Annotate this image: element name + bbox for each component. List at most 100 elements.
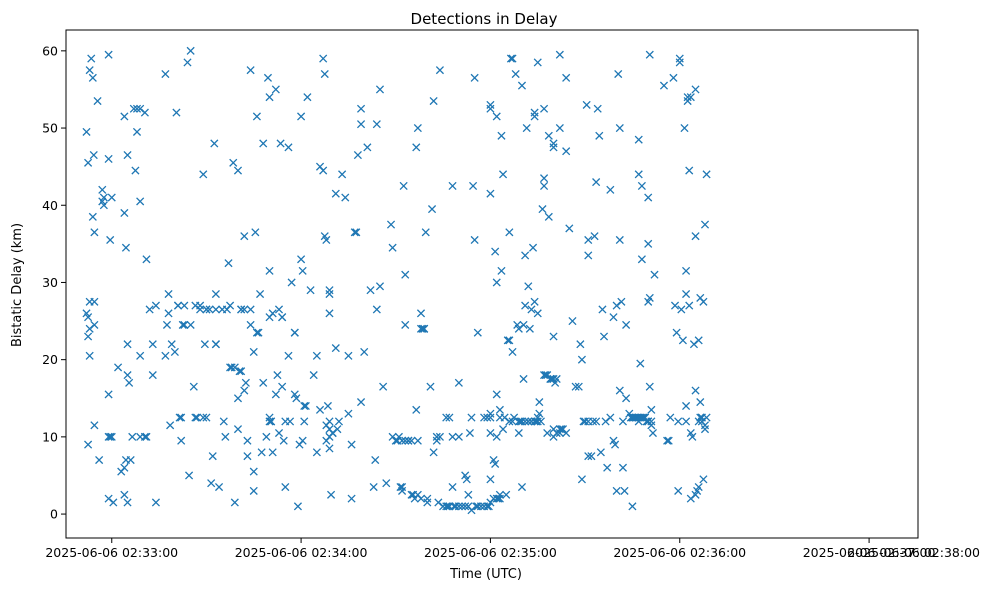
data-point-marker bbox=[360, 347, 369, 356]
data-point-marker bbox=[609, 313, 618, 322]
data-point-marker bbox=[249, 347, 258, 356]
data-point-marker bbox=[256, 289, 265, 299]
data-point-marker bbox=[214, 482, 224, 492]
data-point-marker bbox=[445, 413, 454, 422]
data-point-marker bbox=[535, 398, 544, 407]
data-point-marker bbox=[637, 255, 646, 264]
data-point-marker bbox=[273, 371, 282, 380]
data-point-marker bbox=[647, 417, 656, 426]
data-point-marker bbox=[606, 185, 615, 194]
data-point-marker bbox=[353, 151, 362, 160]
data-point-marker bbox=[491, 247, 500, 256]
data-point-marker bbox=[696, 398, 705, 407]
data-point-marker bbox=[700, 425, 710, 434]
data-point-marker bbox=[682, 417, 691, 426]
data-point-marker bbox=[298, 266, 307, 275]
data-point-marker bbox=[210, 139, 219, 148]
data-point-marker bbox=[677, 305, 686, 314]
data-point-marker bbox=[577, 475, 586, 484]
data-point-marker bbox=[443, 502, 452, 511]
data-point-marker bbox=[675, 58, 684, 67]
data-point-marker bbox=[647, 421, 656, 430]
data-point-marker bbox=[555, 50, 564, 59]
data-point-marker bbox=[306, 286, 315, 295]
data-point-marker bbox=[251, 228, 260, 237]
data-point-marker bbox=[505, 336, 514, 345]
data-point-marker bbox=[356, 398, 366, 407]
data-point-marker bbox=[325, 309, 334, 318]
data-point-marker bbox=[278, 313, 287, 322]
data-point-marker bbox=[95, 455, 104, 465]
data-point-marker bbox=[398, 482, 407, 492]
data-point-marker bbox=[208, 452, 217, 461]
data-point-marker bbox=[492, 432, 501, 441]
data-point-marker bbox=[177, 413, 186, 422]
data-point-marker bbox=[688, 432, 697, 441]
data-point-marker bbox=[442, 413, 451, 422]
x-tick-label: 2025-06-06 02:35:00 bbox=[424, 545, 557, 560]
data-point-marker bbox=[292, 394, 301, 403]
data-point-marker bbox=[87, 54, 96, 63]
data-point-marker bbox=[285, 417, 295, 426]
data-point-marker bbox=[429, 448, 438, 457]
data-point-marker bbox=[226, 301, 235, 310]
data-point-marker bbox=[107, 432, 116, 441]
data-point-marker bbox=[637, 181, 646, 191]
data-point-marker bbox=[670, 301, 680, 310]
data-point-marker bbox=[372, 305, 381, 314]
data-point-marker bbox=[636, 359, 645, 368]
data-point-marker bbox=[535, 409, 544, 418]
data-point-marker bbox=[533, 309, 542, 318]
data-point-marker bbox=[88, 212, 97, 221]
data-point-marker bbox=[528, 243, 538, 252]
data-point-marker bbox=[615, 235, 624, 245]
data-point-marker bbox=[246, 320, 255, 329]
data-point-marker bbox=[284, 351, 293, 360]
y-tick-label: 60 bbox=[42, 43, 58, 58]
data-point-marker bbox=[398, 436, 407, 445]
data-point-marker bbox=[461, 502, 470, 511]
data-point-marker bbox=[555, 123, 564, 133]
data-point-marker bbox=[140, 432, 149, 441]
data-point-marker bbox=[416, 309, 426, 318]
data-markers bbox=[82, 46, 711, 515]
data-point-marker bbox=[530, 297, 539, 306]
data-point-marker bbox=[588, 417, 598, 426]
data-point-marker bbox=[435, 432, 444, 441]
data-point-marker bbox=[88, 73, 97, 82]
data-point-marker bbox=[486, 104, 495, 113]
data-point-marker bbox=[356, 104, 366, 113]
data-point-marker bbox=[527, 305, 536, 314]
data-point-marker bbox=[386, 220, 396, 229]
data-point-marker bbox=[268, 448, 277, 457]
data-point-marker bbox=[416, 324, 426, 333]
data-point-marker bbox=[514, 428, 523, 438]
data-point-marker bbox=[167, 340, 176, 349]
data-point-marker bbox=[338, 170, 347, 179]
data-point-marker bbox=[132, 104, 142, 113]
data-point-marker bbox=[685, 301, 694, 310]
data-point-marker bbox=[540, 174, 549, 183]
data-point-marker bbox=[173, 301, 183, 310]
data-point-marker bbox=[293, 502, 302, 511]
data-point-marker bbox=[161, 69, 170, 79]
data-point-marker bbox=[85, 351, 94, 360]
data-point-marker bbox=[590, 232, 599, 241]
data-point-marker bbox=[552, 374, 561, 384]
data-point-marker bbox=[312, 448, 321, 457]
data-point-marker bbox=[549, 139, 558, 148]
data-point-marker bbox=[587, 452, 596, 461]
x-axis-label: Time (UTC) bbox=[449, 567, 522, 582]
data-point-marker bbox=[700, 421, 710, 430]
data-point-marker bbox=[125, 378, 134, 387]
data-point-marker bbox=[375, 282, 385, 291]
x-tick-label: 2025-06-06 02:33:00 bbox=[45, 545, 178, 560]
y-tick-label: 40 bbox=[42, 198, 58, 213]
data-point-marker bbox=[611, 440, 620, 449]
data-point-marker bbox=[495, 490, 504, 499]
data-point-marker bbox=[274, 305, 284, 314]
data-point-marker bbox=[186, 320, 195, 329]
data-point-marker bbox=[129, 104, 138, 113]
data-point-marker bbox=[151, 498, 160, 507]
data-point-marker bbox=[663, 436, 672, 445]
